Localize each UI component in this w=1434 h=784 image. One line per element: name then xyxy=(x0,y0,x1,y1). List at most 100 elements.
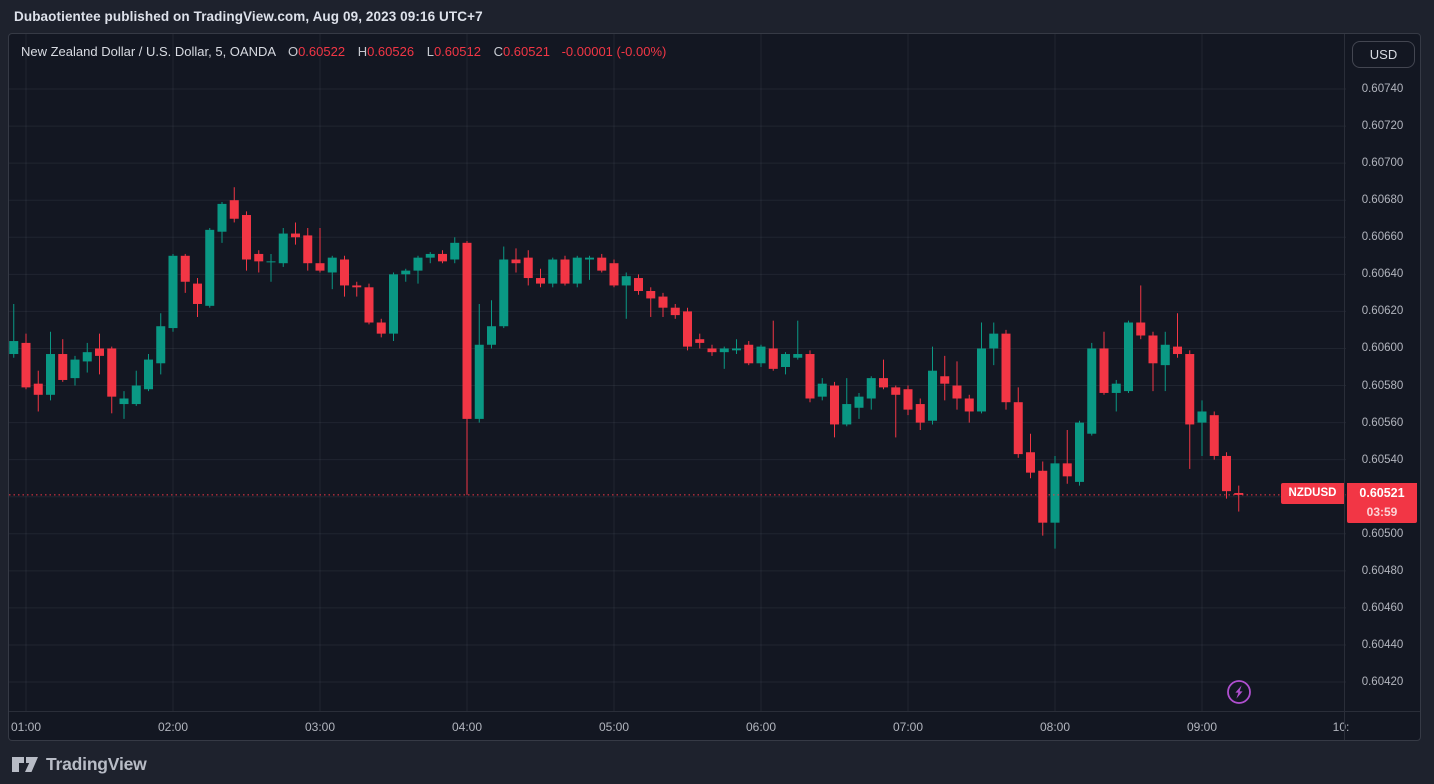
candle-body xyxy=(9,341,19,355)
candle-body xyxy=(291,233,300,238)
candle-body xyxy=(242,215,251,260)
candle-body xyxy=(646,291,656,299)
price-axis-label: 0.60560 xyxy=(1361,416,1404,429)
time-axis[interactable]: 01:00 02:00 03:00 04:00 05:00 06:00 07:00 08:00… xyxy=(9,711,1420,740)
candle-body xyxy=(609,263,619,286)
candle-body xyxy=(131,385,141,405)
candle-body xyxy=(511,259,521,264)
candle-body xyxy=(193,283,202,304)
candle-body xyxy=(842,404,852,425)
candle-body xyxy=(33,383,43,395)
time-axis-label: 03:00 xyxy=(304,720,336,734)
candle-body xyxy=(781,354,790,367)
candle-body xyxy=(695,339,705,343)
candle-body xyxy=(119,398,129,405)
candle-body xyxy=(1111,383,1121,393)
candle-body xyxy=(168,255,178,329)
candle-body xyxy=(670,307,680,316)
price-axis-label: 0.60500 xyxy=(1361,527,1404,540)
candle-body xyxy=(1087,348,1097,434)
lightning-bolt-icon[interactable] xyxy=(1226,679,1252,705)
candle-body xyxy=(989,333,999,349)
time-axis-label: 06:00 xyxy=(745,720,777,734)
candle-body xyxy=(866,378,876,399)
ohlc-low-label: L xyxy=(426,44,434,59)
price-axis-label: 0.60440 xyxy=(1361,638,1404,651)
candle-body xyxy=(352,285,362,288)
symbol-title[interactable]: New Zealand Dollar / U.S. Dollar, 5, OAN… xyxy=(21,44,276,59)
candle-body xyxy=(1173,346,1182,355)
price-axis-label: 0.60620 xyxy=(1361,305,1404,318)
bar-countdown-badge: 03:59 xyxy=(1347,504,1417,523)
candle-body xyxy=(450,242,460,260)
candle-body xyxy=(438,253,447,262)
ohlc-open-value: 0.60522 xyxy=(298,44,346,59)
candle-body xyxy=(327,257,337,273)
price-axis-label: 0.60640 xyxy=(1361,268,1404,281)
candle-body xyxy=(1062,463,1072,477)
price-axis-label: 0.60600 xyxy=(1361,342,1404,355)
time-axis-label: 02:00 xyxy=(157,720,189,734)
candle-body xyxy=(1209,415,1219,456)
ohlc-high-value: 0.60526 xyxy=(367,44,415,59)
price-axis-label: 0.60580 xyxy=(1361,379,1404,392)
candle-body xyxy=(1222,455,1231,492)
time-axis-label: 04:00 xyxy=(451,720,483,734)
candle-body xyxy=(940,376,950,384)
tradingview-logo-icon xyxy=(12,756,38,772)
price-axis-label: 0.60660 xyxy=(1361,231,1404,244)
candle-body xyxy=(964,398,974,412)
candle-body xyxy=(1099,348,1109,393)
candle-body xyxy=(303,235,313,264)
candle-body xyxy=(597,257,607,271)
tradingview-logo[interactable]: TradingView xyxy=(12,751,147,777)
candle-body xyxy=(536,278,545,284)
candle-body xyxy=(683,311,692,347)
candle-body xyxy=(1234,493,1244,495)
time-axis-label: 09:00 xyxy=(1186,720,1218,734)
time-axis-label: 05:00 xyxy=(598,720,630,734)
candlestick-chart-pane[interactable] xyxy=(9,34,1421,741)
candle-body xyxy=(21,342,31,388)
candle-body xyxy=(756,346,766,364)
candle-body xyxy=(401,270,411,275)
candle-body xyxy=(266,261,276,263)
candle-body xyxy=(928,370,937,421)
ohlc-open-label: O xyxy=(287,44,299,59)
candle-body xyxy=(793,354,803,358)
price-axis-label: 0.60740 xyxy=(1361,83,1404,95)
candle-body xyxy=(58,354,68,380)
price-axis[interactable]: USD 0.60740 0.60720 0.60700 0.60680 0.60660 0… xyxy=(1344,34,1420,740)
candle-body xyxy=(817,383,827,397)
candle-body xyxy=(254,253,264,262)
candle-body xyxy=(217,203,227,232)
tradingview-logo-text: TradingView xyxy=(46,753,147,774)
candle-body xyxy=(1001,333,1011,403)
candle-body xyxy=(46,354,55,395)
price-axis-label: 0.60680 xyxy=(1361,194,1404,207)
candle-body xyxy=(278,233,288,264)
candle-body xyxy=(585,257,594,260)
candle-body xyxy=(1185,354,1195,425)
candle-body xyxy=(560,259,570,284)
candle-body xyxy=(70,359,80,379)
candle-body xyxy=(903,389,913,410)
candle-body xyxy=(548,259,558,284)
candle-body xyxy=(1075,422,1084,482)
candle-body xyxy=(315,263,325,271)
candle-body xyxy=(1136,322,1146,336)
currency-toggle-button[interactable]: USD xyxy=(1352,41,1415,68)
candle-body xyxy=(952,385,962,399)
time-axis-label: 07:00 xyxy=(892,720,924,734)
last-price-symbol-badge: NZDUSD xyxy=(1281,483,1344,504)
candle-body xyxy=(805,354,815,399)
candle-body xyxy=(621,276,631,286)
candle-body xyxy=(340,259,349,286)
candle-body xyxy=(977,348,986,412)
price-axis-label: 0.60540 xyxy=(1361,453,1404,466)
candle-body xyxy=(744,344,754,364)
candle-body xyxy=(915,404,925,423)
candle-body xyxy=(229,200,239,219)
time-axis-label: 08:00 xyxy=(1039,720,1071,734)
